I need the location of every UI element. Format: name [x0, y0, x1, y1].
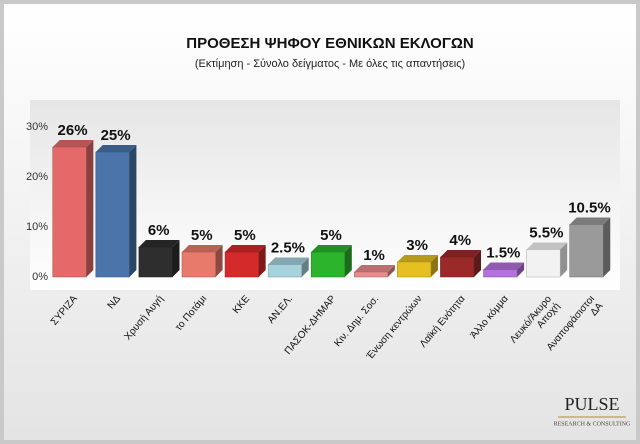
bar-side [344, 245, 352, 277]
bar-top [354, 265, 395, 272]
bar [483, 269, 518, 278]
chart-subtitle: (Εκτίμηση - Σύνολο δείγματος - Με όλες τ… [195, 58, 465, 70]
bar [397, 261, 432, 278]
value-label: 6% [148, 222, 170, 239]
bar-side [430, 255, 438, 277]
bar-side [258, 245, 266, 277]
value-label: 5% [191, 227, 213, 244]
y-tick-label: 0% [32, 271, 48, 283]
bar-top [95, 145, 137, 152]
bar-side [387, 265, 395, 277]
bar-top [569, 217, 611, 225]
bar-side [172, 240, 180, 277]
bar [310, 251, 346, 278]
value-label: 5% [320, 227, 342, 244]
bar-top [526, 242, 568, 250]
bar [181, 251, 216, 278]
bar-side [215, 245, 223, 277]
value-label: 5.5% [529, 224, 563, 241]
bar [569, 224, 604, 278]
bar [440, 256, 475, 278]
value-label: 5% [234, 227, 256, 244]
value-label: 1% [363, 247, 385, 264]
chart-title: ΠΡΟΘΕΣΗ ΨΗΦΟΥ ΕΘΝΙΚΩΝ ΕΚΛΟΓΩΝ [186, 35, 473, 52]
bar-top [440, 250, 482, 257]
bar-side [603, 217, 611, 277]
y-tick-label: 20% [26, 171, 48, 183]
bar-top [225, 245, 266, 252]
bar [526, 249, 561, 278]
bar-side [129, 145, 137, 277]
bar-top [483, 262, 525, 270]
bar-side [560, 242, 568, 277]
logo-tagline: RESEARCH & CONSULTING [554, 421, 631, 427]
bar [52, 146, 87, 278]
value-label: 2.5% [271, 239, 305, 256]
bar [224, 251, 259, 278]
bar-top [311, 245, 352, 252]
bar-side [86, 140, 94, 277]
bar-top [181, 245, 223, 252]
bar-top [397, 255, 438, 262]
logo-name: PULSE [564, 394, 619, 414]
bar [95, 151, 130, 278]
value-label: 3% [406, 237, 428, 254]
bar-side [474, 250, 482, 277]
bar-top [138, 240, 180, 247]
value-label: 25% [101, 127, 131, 144]
bar [354, 271, 389, 278]
value-label: 1.5% [486, 244, 520, 261]
bar [138, 246, 173, 278]
bar-side [301, 257, 309, 277]
bar [267, 264, 302, 278]
value-label: 26% [58, 122, 88, 139]
y-tick-label: 10% [26, 221, 48, 233]
y-tick-label: 30% [26, 121, 48, 133]
bar-side [517, 262, 525, 277]
value-label: 10.5% [568, 199, 611, 216]
value-label: 4% [449, 232, 471, 249]
bar-top [268, 257, 309, 265]
bar-top [52, 140, 94, 147]
